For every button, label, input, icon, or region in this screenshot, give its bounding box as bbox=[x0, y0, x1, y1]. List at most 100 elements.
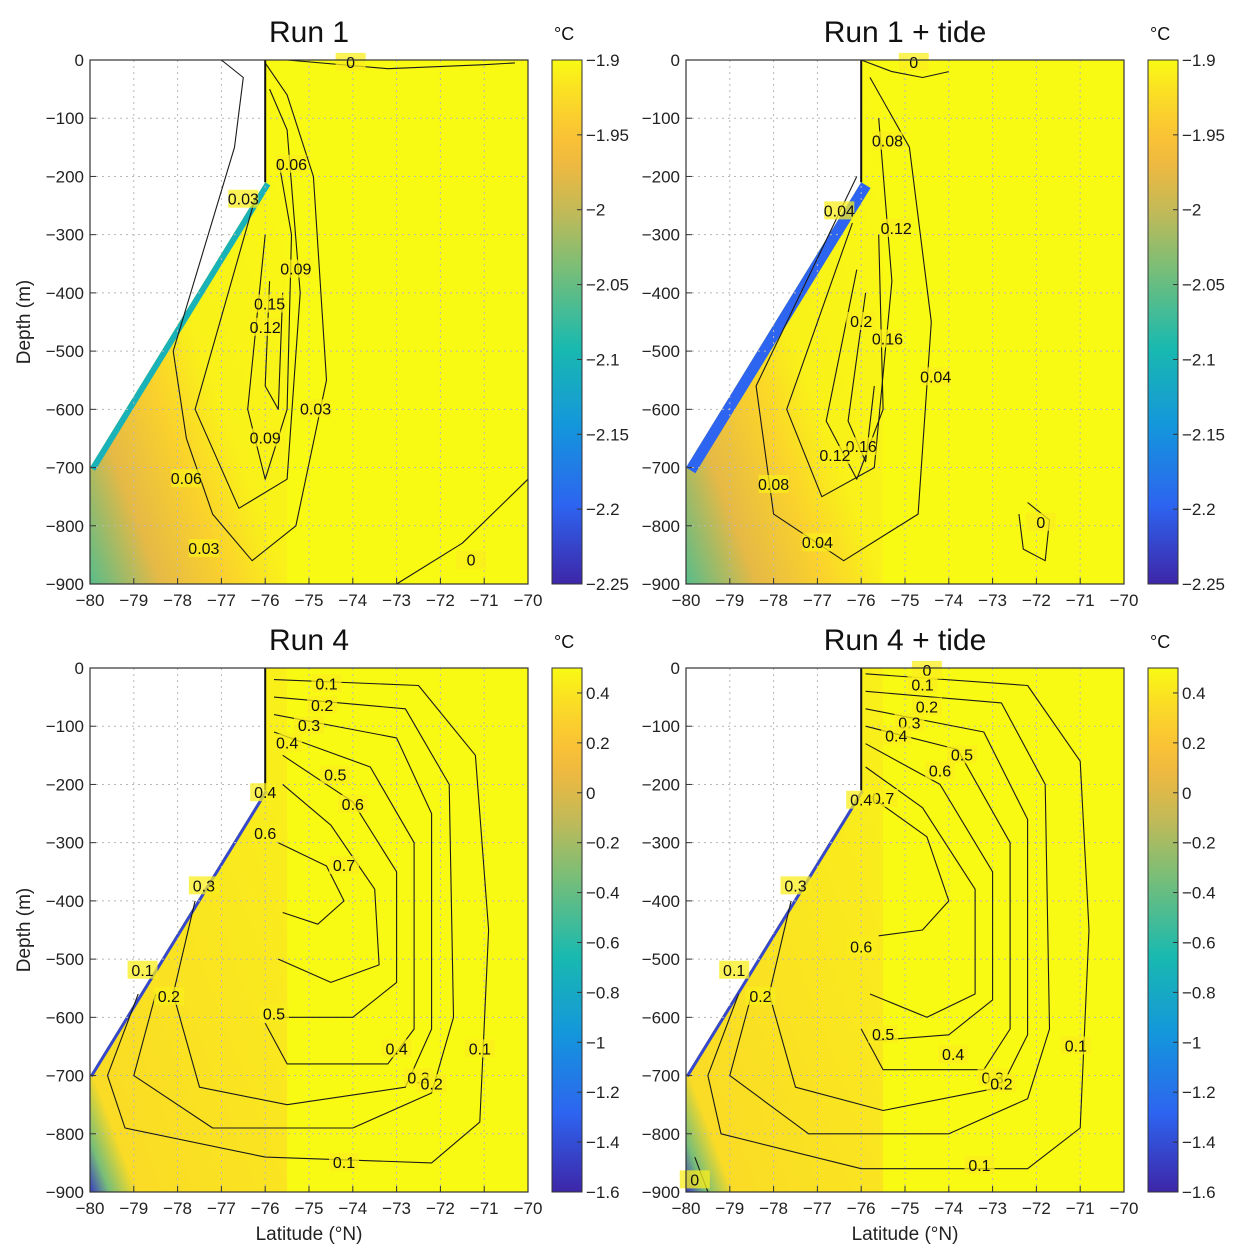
contour-label: 0.4 bbox=[276, 736, 298, 753]
contour-label: 0.09 bbox=[250, 430, 281, 447]
colorbar-tick-label: 0.4 bbox=[586, 684, 610, 703]
contour-label-bg bbox=[872, 329, 903, 348]
panel-4: 00.10.20.30.40.50.60.70.40.30.60.10.20.5… bbox=[642, 624, 1216, 1245]
grid bbox=[90, 60, 528, 584]
contour-label-bg bbox=[846, 937, 877, 956]
contour-label-bg bbox=[329, 1152, 360, 1171]
contour-label-bg bbox=[819, 445, 850, 464]
contour-label-bg bbox=[946, 745, 977, 764]
contour-label-bg bbox=[254, 294, 285, 313]
y-tick-label: −400 bbox=[642, 284, 680, 303]
contour-label-bg bbox=[250, 317, 281, 336]
colorbar-tick-label: −2.1 bbox=[1182, 350, 1216, 369]
x-tick-label: −70 bbox=[1110, 591, 1139, 610]
contour-line bbox=[172, 59, 328, 562]
contour-label-bg bbox=[802, 533, 833, 552]
colorbar-tick-label: −2.05 bbox=[1182, 276, 1225, 295]
colorbar-tick-label: −2.2 bbox=[586, 500, 620, 519]
y-tick-label: −200 bbox=[642, 775, 680, 794]
contour-label: 0.2 bbox=[850, 314, 872, 331]
y-tick-label: −900 bbox=[46, 575, 84, 594]
contour-label-bg bbox=[920, 367, 951, 386]
colorbar-tick-label: 0.4 bbox=[1182, 684, 1206, 703]
colorbar-scale bbox=[551, 59, 583, 585]
y-tick-label: −600 bbox=[46, 1008, 84, 1027]
y-tick-label: −900 bbox=[642, 1183, 680, 1202]
contour-label: 0.2 bbox=[311, 698, 333, 715]
y-tick-label: −500 bbox=[46, 950, 84, 969]
x-tick-label: −79 bbox=[119, 1199, 148, 1218]
colorbar-tick-label: −1.4 bbox=[586, 1133, 620, 1152]
contour-lines bbox=[694, 673, 1090, 1193]
x-tick-label: −79 bbox=[119, 591, 148, 610]
y-axis: 0 −100 −200 −300 −400 −500 −600 −700 −800 −900 bbox=[46, 51, 96, 594]
contour-label: 0.6 bbox=[342, 797, 364, 814]
y-tick-label: −700 bbox=[642, 1067, 680, 1086]
contour-line bbox=[278, 754, 398, 1018]
x-tick-label: −72 bbox=[426, 1199, 455, 1218]
y-tick-label: −200 bbox=[642, 167, 680, 186]
colorbar-tick-label: −2 bbox=[1182, 201, 1201, 220]
grid bbox=[686, 668, 1124, 1192]
y-tick-label: −200 bbox=[46, 775, 84, 794]
x-tick-label: −74 bbox=[338, 591, 367, 610]
contour-label: 0.4 bbox=[385, 1041, 407, 1058]
contour-label-bg bbox=[986, 1074, 1017, 1093]
contour-label: 0.1 bbox=[1065, 1038, 1087, 1055]
contour-label-bg bbox=[907, 675, 938, 694]
contour-line bbox=[755, 77, 932, 562]
y-tick-label: −400 bbox=[46, 284, 84, 303]
contour-label-bg bbox=[250, 823, 281, 842]
contour-label-bg bbox=[758, 475, 789, 494]
y-tick-label: −600 bbox=[46, 400, 84, 419]
contour-label-bg bbox=[153, 986, 184, 1005]
colorbar-tick-label: −2.25 bbox=[586, 575, 629, 594]
y-tick-label: −600 bbox=[642, 400, 680, 419]
contour-label: 0.4 bbox=[885, 729, 907, 746]
contour-label: 0 bbox=[346, 55, 355, 72]
contour-label: 0.3 bbox=[298, 718, 320, 735]
colorbar-tick-label: −0.4 bbox=[586, 884, 620, 903]
y-tick-label: −200 bbox=[46, 167, 84, 186]
x-tick-label: −77 bbox=[207, 591, 236, 610]
x-tick-label: −75 bbox=[891, 591, 920, 610]
colorbar-unit: °C bbox=[554, 632, 574, 652]
contour-label-bg bbox=[824, 201, 855, 220]
contour-label-bg bbox=[381, 1039, 412, 1058]
contour-label: 0.4 bbox=[254, 785, 276, 802]
contour-label-bg bbox=[416, 1074, 447, 1093]
x-tick-label: −75 bbox=[295, 1199, 324, 1218]
contour-label-bg bbox=[925, 761, 956, 780]
contour-line bbox=[278, 783, 380, 983]
x-tick-label: −74 bbox=[934, 591, 963, 610]
contour-line bbox=[172, 714, 433, 1106]
contour-line bbox=[264, 731, 415, 1065]
colorbar-tick-label: −1.4 bbox=[1182, 1133, 1216, 1152]
contour-label: 0.5 bbox=[324, 768, 346, 785]
y-tick-label: −700 bbox=[642, 459, 680, 478]
colorbar-tick-label: −2 bbox=[586, 201, 605, 220]
contour-label: 0.03 bbox=[300, 401, 331, 418]
y-tick-label: −300 bbox=[642, 226, 680, 245]
contour-label: 0.04 bbox=[824, 203, 855, 220]
contour-label-bg bbox=[911, 697, 942, 716]
y-tick-label: −400 bbox=[642, 892, 680, 911]
x-tick-label: −78 bbox=[163, 1199, 192, 1218]
contour-label-bg bbox=[188, 539, 219, 558]
y-axis: 0 −100 −200 −300 −400 −500 −600 −700 −800 −900 bbox=[642, 51, 692, 594]
contour-label-bg bbox=[456, 550, 487, 569]
contour-label: 0.6 bbox=[929, 764, 951, 781]
contour-label-bg bbox=[250, 783, 281, 802]
contour-line bbox=[861, 59, 949, 79]
y-tick-label: −700 bbox=[46, 1067, 84, 1086]
contour-label: 0.1 bbox=[315, 676, 337, 693]
x-tick-label: −73 bbox=[978, 591, 1007, 610]
x-tick-label: −75 bbox=[295, 591, 324, 610]
x-tick-label: −80 bbox=[672, 591, 701, 610]
colorbar-unit: °C bbox=[1150, 632, 1170, 652]
x-tick-label: −78 bbox=[759, 1199, 788, 1218]
y-tick-label: −300 bbox=[642, 834, 680, 853]
x-tick-label: −77 bbox=[803, 591, 832, 610]
contour-label-bg bbox=[311, 674, 342, 693]
contour-label-bg bbox=[1060, 1036, 1091, 1055]
